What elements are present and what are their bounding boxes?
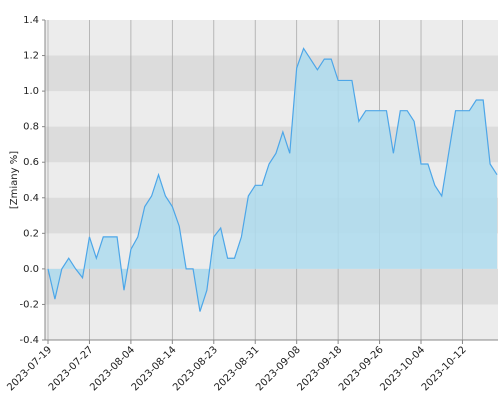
line (47, 47, 498, 312)
y-tick-label: 0.2 (23, 228, 39, 239)
y-tick-label: 1.2 (23, 51, 39, 62)
y-axis-label: [Zmiany %] (9, 151, 20, 209)
y-tick-label: 0.0 (23, 264, 39, 275)
band (45, 126, 498, 163)
y-tick-label: -0.4 (19, 335, 39, 346)
y-tick-label: 0.6 (23, 157, 39, 168)
band (45, 55, 498, 92)
y-tick-label: 1.4 (23, 15, 39, 26)
y-tick-label: 1.0 (23, 86, 39, 97)
y-tick-label: 0.8 (23, 122, 39, 133)
x-tick-label: 2023-10-12 (420, 344, 469, 393)
area (48, 48, 497, 312)
y-tick-label: 0.4 (23, 193, 39, 204)
band (45, 268, 498, 305)
y-tick-label: -0.2 (19, 299, 39, 310)
